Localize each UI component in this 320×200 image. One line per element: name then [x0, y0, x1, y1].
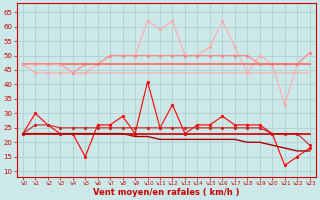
X-axis label: Vent moyen/en rafales ( km/h ): Vent moyen/en rafales ( km/h )	[93, 188, 239, 197]
